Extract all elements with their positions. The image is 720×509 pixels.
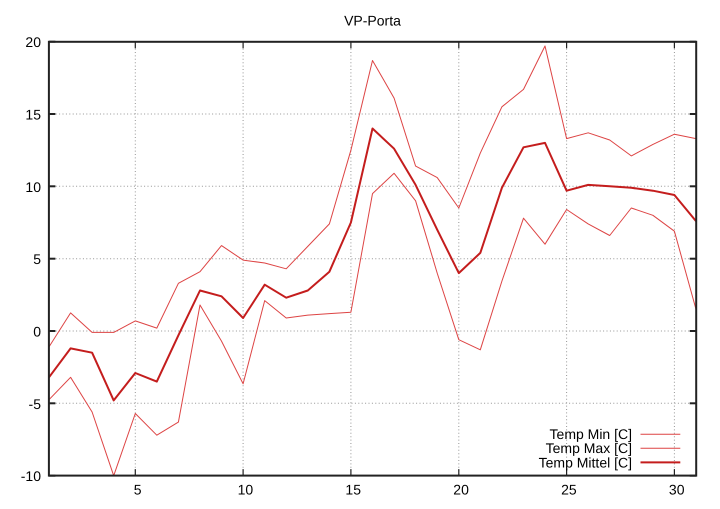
svg-text:Temp Max [C]: Temp Max [C]	[546, 440, 632, 456]
svg-text:-10: -10	[21, 468, 41, 484]
svg-text:-5: -5	[29, 396, 42, 412]
svg-text:20: 20	[453, 482, 469, 498]
svg-text:Temp Mittel [C]: Temp Mittel [C]	[539, 454, 632, 470]
svg-text:20: 20	[25, 34, 41, 50]
svg-text:10: 10	[25, 179, 41, 195]
svg-text:10: 10	[238, 482, 254, 498]
svg-text:25: 25	[561, 482, 577, 498]
svg-text:15: 15	[345, 482, 361, 498]
svg-text:15: 15	[25, 107, 41, 123]
svg-text:30: 30	[669, 482, 685, 498]
svg-text:5: 5	[134, 482, 142, 498]
svg-text:5: 5	[33, 251, 41, 267]
svg-text:VP-Porta: VP-Porta	[344, 12, 401, 28]
svg-text:Temp Min [C]: Temp Min [C]	[550, 426, 632, 442]
svg-text:0: 0	[33, 324, 41, 340]
